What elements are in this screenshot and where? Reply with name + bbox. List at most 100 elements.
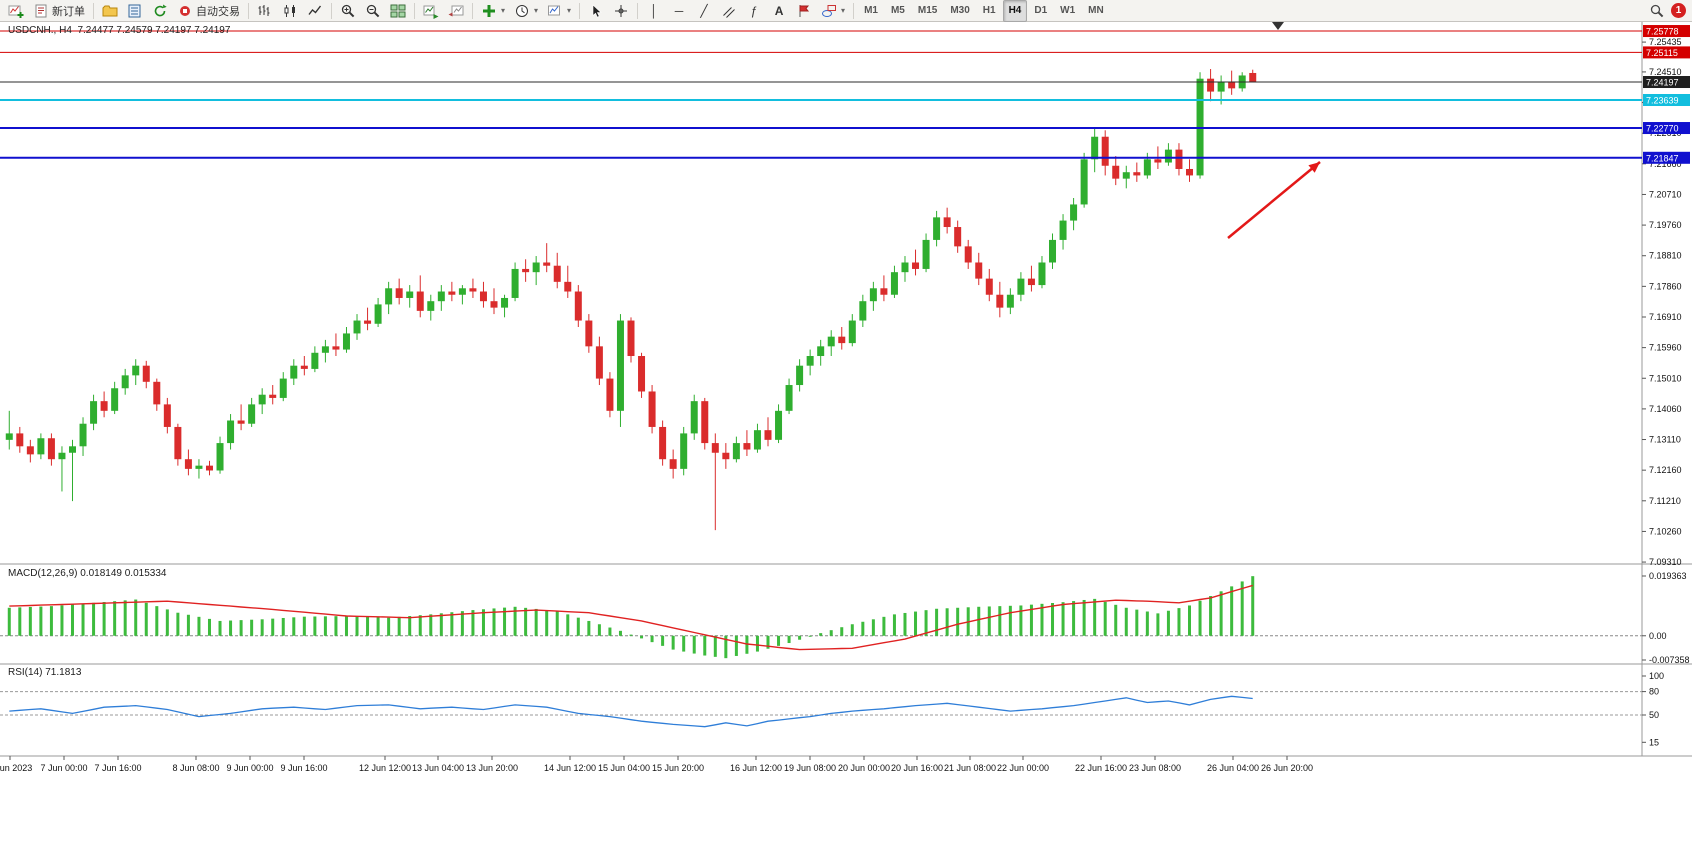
svg-text:7.10260: 7.10260 (1649, 526, 1682, 536)
svg-text:26 Jun 20:00: 26 Jun 20:00 (1261, 763, 1313, 773)
crosshair-icon (613, 3, 629, 19)
dropdown-arrow-icon: ▾ (567, 6, 572, 15)
crosshair-button[interactable] (609, 1, 633, 21)
templates-button[interactable]: ▾ (543, 1, 575, 21)
svg-text:15: 15 (1649, 737, 1659, 747)
search-icon[interactable] (1649, 3, 1665, 19)
profiles-icon (102, 3, 118, 19)
indicators-icon (481, 3, 497, 19)
new-order-button[interactable]: 新订单 (29, 1, 89, 21)
label-icon (796, 3, 812, 19)
svg-text:13 Jun 20:00: 13 Jun 20:00 (466, 763, 518, 773)
timeframe-m30-button[interactable]: M30 (950, 5, 970, 16)
candlestick-series (5, 69, 1257, 531)
chart-shift-button[interactable] (444, 1, 468, 21)
svg-text:23 Jun 08:00: 23 Jun 08:00 (1129, 763, 1181, 773)
zoom-out-button[interactable] (361, 1, 385, 21)
panel-borders (0, 20, 1692, 757)
text-button[interactable]: A (767, 1, 791, 21)
svg-text:13 Jun 04:00: 13 Jun 04:00 (412, 763, 464, 773)
svg-text:7.22770: 7.22770 (1646, 124, 1679, 134)
trendline-button[interactable]: ╱ (692, 1, 716, 21)
svg-text:7 Jun 16:00: 7 Jun 16:00 (94, 763, 141, 773)
indicators-button[interactable]: ▾ (477, 1, 509, 21)
dropdown-arrow-icon: ▾ (841, 6, 846, 15)
label-button[interactable] (792, 1, 816, 21)
refresh-button[interactable] (148, 1, 172, 21)
svg-text:0.00: 0.00 (1649, 631, 1667, 641)
profiles-button[interactable] (98, 1, 122, 21)
auto-trading-button-label: 自动交易 (196, 5, 240, 18)
timeframe-m5-button[interactable]: M5 (890, 5, 905, 16)
notification-badge[interactable]: 1 (1671, 3, 1686, 18)
svg-text:7.21660: 7.21660 (1649, 159, 1682, 169)
chart-shift-icon (448, 3, 464, 19)
zoom-in-icon (340, 3, 356, 19)
svg-text:0.019363: 0.019363 (1649, 571, 1687, 581)
svg-text:7.12160: 7.12160 (1649, 465, 1682, 475)
bar-chart-button[interactable] (253, 1, 277, 21)
timeframe-m1-button[interactable]: M1 (864, 5, 878, 16)
svg-text:-0.007358: -0.007358 (1649, 655, 1690, 665)
macd-panel: 0.019363 0.00 -0.007358 (0, 571, 1690, 665)
svg-text:7.15960: 7.15960 (1649, 343, 1682, 353)
templates-icon (547, 3, 563, 19)
symbol-ohlc-label: USDCNH., H4 7.24477 7.24579 7.24197 7.24… (8, 25, 231, 36)
svg-text:22 Jun 00:00: 22 Jun 00:00 (997, 763, 1049, 773)
auto-scroll-button[interactable] (419, 1, 443, 21)
annotation-arrow[interactable] (1227, 161, 1321, 239)
svg-text:7.18810: 7.18810 (1649, 251, 1682, 261)
horizontal-lines[interactable] (0, 30, 1642, 159)
timeframe-h1-button[interactable]: H1 (982, 5, 996, 16)
zoom-in-button[interactable] (336, 1, 360, 21)
chart-shift-marker[interactable] (1272, 22, 1284, 30)
timeframe-w1-button[interactable]: W1 (1060, 5, 1076, 16)
svg-text:20 Jun 00:00: 20 Jun 00:00 (838, 763, 890, 773)
new-chart-button[interactable] (4, 1, 28, 21)
periods-button[interactable]: ▾ (510, 1, 542, 21)
svg-text:19 Jun 08:00: 19 Jun 08:00 (784, 763, 836, 773)
timeframe-mn-button[interactable]: MN (1088, 5, 1104, 16)
fibonacci-icon: ƒ (750, 3, 758, 18)
new-chart-icon (8, 3, 24, 19)
timeframe-d1-button[interactable]: D1 (1034, 5, 1048, 16)
dropdown-arrow-icon: ▾ (534, 6, 539, 15)
svg-text:50: 50 (1649, 710, 1659, 720)
cursor-button[interactable] (584, 1, 608, 21)
tile-windows-button[interactable] (386, 1, 410, 21)
shapes-button[interactable]: ▾ (817, 1, 849, 21)
refresh-icon (152, 3, 168, 19)
svg-text:7.11210: 7.11210 (1649, 496, 1681, 506)
toolbar-separator (93, 2, 94, 19)
svg-text:20 Jun 16:00: 20 Jun 16:00 (891, 763, 943, 773)
svg-text:7.14060: 7.14060 (1649, 404, 1682, 414)
svg-text:9 Jun 16:00: 9 Jun 16:00 (280, 763, 327, 773)
svg-text:7.15010: 7.15010 (1649, 373, 1682, 383)
candlestick-chart-button[interactable] (278, 1, 302, 21)
line-chart-button[interactable] (303, 1, 327, 21)
svg-text:7.20710: 7.20710 (1649, 189, 1682, 199)
time-axis[interactable]: 6 Jun 2023 7 Jun 00:00 7 Jun 16:00 8 Jun 08… (0, 756, 1313, 773)
toolbar-separator (637, 2, 639, 19)
toolbar-right-group: 1 (1649, 3, 1688, 19)
fibonacci-button[interactable]: ƒ (742, 1, 766, 21)
vertical-line-button[interactable]: │ (642, 1, 666, 21)
svg-text:16 Jun 12:00: 16 Jun 12:00 (730, 763, 782, 773)
price-axis[interactable]: 7.254357.245107.235607.226107.216607.207… (1642, 37, 1682, 567)
timeframe-h4-button[interactable]: H4 (1002, 0, 1028, 22)
timeframe-m15-button[interactable]: M15 (917, 5, 938, 16)
zoom-out-icon (365, 3, 381, 19)
new-order-icon (33, 3, 49, 19)
svg-text:7.24510: 7.24510 (1649, 67, 1682, 77)
auto-trading-button[interactable]: 自动交易 (173, 1, 244, 21)
toolbar-separator (579, 2, 581, 19)
svg-text:6 Jun 2023: 6 Jun 2023 (0, 763, 32, 773)
bar-chart-icon (257, 3, 273, 19)
toolbar-separator (414, 2, 415, 19)
horizontal-line-button[interactable]: ─ (667, 1, 691, 21)
channel-button[interactable] (717, 1, 741, 21)
vertical-line-icon: │ (650, 3, 658, 18)
market-watch-button[interactable] (123, 1, 147, 21)
